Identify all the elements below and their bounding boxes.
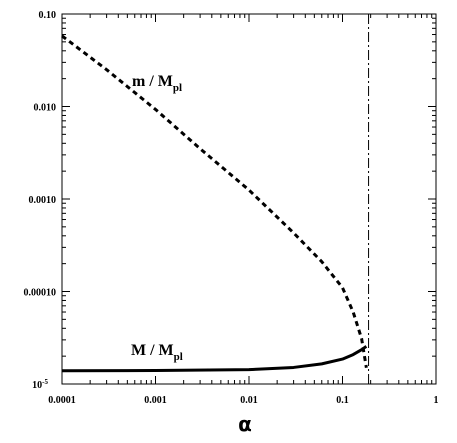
series-line-0 xyxy=(61,34,368,368)
y-tick-label: 10-5 xyxy=(32,378,48,391)
plot-frame xyxy=(61,13,437,385)
y-tick-label: 0.0010 xyxy=(29,195,57,206)
y-tick-label: 0.010 xyxy=(34,103,57,114)
series-line-1 xyxy=(61,345,368,373)
series-group xyxy=(61,34,368,373)
x-axis-title: α xyxy=(238,412,252,436)
x-tick-label: 0.1 xyxy=(336,395,349,406)
series-label-m-main: m / M xyxy=(132,73,173,90)
x-tick-label: 0.01 xyxy=(240,395,258,406)
x-tick-label: 0.0001 xyxy=(48,395,76,406)
x-tick-label: 0.001 xyxy=(144,395,167,406)
ticks xyxy=(61,14,436,385)
series-label-m: m / Mpl xyxy=(132,73,182,94)
tick-labels: 0.0001 0.001 0.01 0.1 1 0.10 0.010 0.0010 0.0001… xyxy=(24,10,439,406)
series-label-M: M / Mpl xyxy=(131,342,183,363)
series-label-M-sub: pl xyxy=(174,351,183,363)
x-tick-label: 1 xyxy=(434,395,439,406)
svg-text:m / Mpl: m / Mpl xyxy=(132,73,182,94)
y-tick-label: 0.10 xyxy=(39,10,57,21)
series-label-M-main: M / M xyxy=(131,342,174,359)
series-label-m-sub: pl xyxy=(173,82,182,94)
y-tick-label: 0.00010 xyxy=(24,288,57,299)
svg-text:M / Mpl: M / Mpl xyxy=(131,342,183,363)
